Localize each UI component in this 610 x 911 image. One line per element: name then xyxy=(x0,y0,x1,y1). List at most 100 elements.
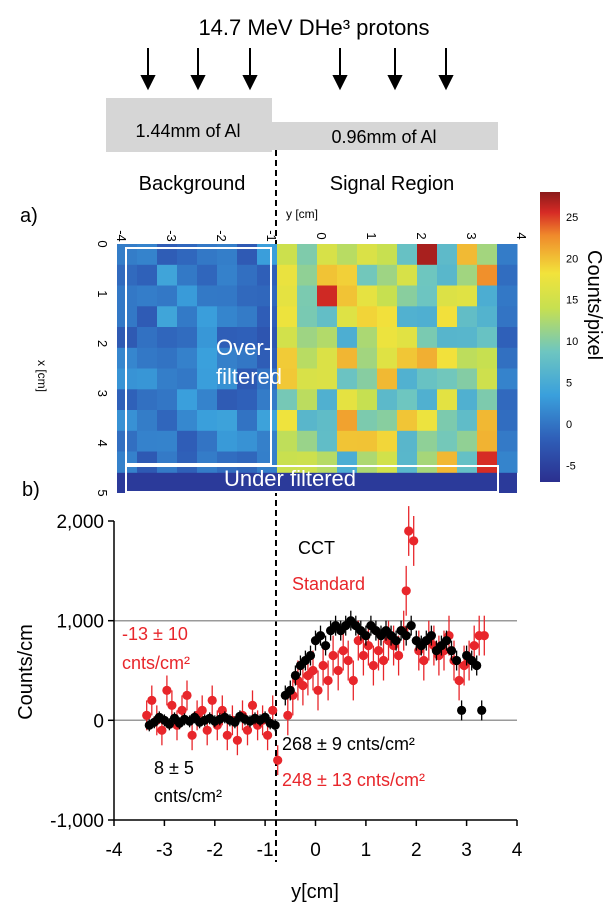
heatmap-cell xyxy=(237,327,258,349)
heatmap-cell xyxy=(377,389,398,411)
data-point xyxy=(187,730,197,740)
heatmap-cell xyxy=(417,430,438,453)
x-tick-label: 2 xyxy=(411,840,422,861)
annotation-cct-background-line1: 8 ± 5 xyxy=(154,758,194,778)
colorbar-tick-label: 5 xyxy=(566,378,572,390)
data-point xyxy=(401,586,411,596)
data-point xyxy=(426,631,436,641)
heatmap-cell xyxy=(217,451,238,473)
data-point xyxy=(378,655,389,666)
heatmap-cell xyxy=(457,389,478,411)
colorbar-tick-label: 20 xyxy=(566,253,578,265)
x-tick-label: -3 xyxy=(156,840,173,861)
heatmap-cell xyxy=(437,306,458,328)
heatmap-cell xyxy=(457,327,478,349)
y-tick-label: 1,000 xyxy=(56,612,104,633)
colorbar xyxy=(540,192,560,482)
heatmap-cell xyxy=(397,430,418,453)
heatmap-cell xyxy=(197,327,218,349)
heatmap-y-tick-label: 3 xyxy=(464,232,479,239)
heatmap-y-tick-label: -2 xyxy=(214,230,229,242)
heatmap-cell xyxy=(357,347,378,370)
heatmap-cell xyxy=(497,285,518,307)
heatmap-cell xyxy=(177,451,198,473)
colorbar-tick-label: -5 xyxy=(566,460,576,472)
heatmap-cell xyxy=(357,327,378,349)
heatmap-cell xyxy=(117,264,138,287)
x-tick-label: 0 xyxy=(310,840,321,861)
x-tick-label: 3 xyxy=(461,840,472,861)
heatmap-cell xyxy=(197,389,218,411)
heatmap-cell xyxy=(137,327,158,349)
overfiltered-box xyxy=(125,247,272,465)
heatmap-cell xyxy=(357,264,378,287)
heatmap-cell xyxy=(297,264,318,287)
filter-left-label: 1.44mm of Al xyxy=(135,121,240,141)
data-point xyxy=(157,725,167,735)
annotation-cct-background: 8 ± 5 cnts/cm² xyxy=(154,758,222,806)
data-point xyxy=(452,655,462,666)
data-point xyxy=(441,636,452,646)
heatmap-cell xyxy=(337,306,358,328)
data-point xyxy=(391,636,401,646)
heatmap-cell xyxy=(117,306,138,328)
heatmap-cell xyxy=(257,306,278,328)
heatmap-cell xyxy=(297,244,318,266)
y-tick-label: -1,000 xyxy=(50,811,104,832)
heatmap-cell xyxy=(437,285,458,307)
heatmap-cell xyxy=(317,430,338,453)
heatmap-cell xyxy=(117,347,138,370)
heatmap-cell xyxy=(257,430,278,453)
heatmap-cell xyxy=(117,368,138,390)
heatmap-x-tick-label: 4 xyxy=(95,440,110,447)
data-point xyxy=(368,660,378,671)
heatmap-cell xyxy=(237,347,258,370)
data-point xyxy=(338,646,348,656)
heatmap-cell xyxy=(497,410,518,432)
heatmap-cell xyxy=(197,368,218,390)
heatmap-cell xyxy=(137,306,158,328)
heatmap-cell xyxy=(477,306,498,328)
heatmap-cell xyxy=(197,430,218,453)
underfiltered-box xyxy=(125,465,499,493)
heatmap-cell xyxy=(457,368,478,390)
data-point xyxy=(477,705,487,716)
heatmap-cell xyxy=(357,285,378,307)
heatmap-cell xyxy=(357,244,378,266)
heatmap-cell xyxy=(477,451,498,473)
heatmap-cell xyxy=(477,285,498,307)
heatmap-cell xyxy=(397,285,418,307)
heatmap-cell xyxy=(217,347,238,370)
data-point xyxy=(263,730,273,740)
region-background-label: Background xyxy=(139,173,246,195)
heatmap-y-tick-label: -4 xyxy=(114,230,129,242)
annotation-cct-background-line2: cnts/cm² xyxy=(154,786,222,806)
heatmap-cell xyxy=(257,451,278,473)
heatmap-cell xyxy=(297,368,318,390)
heatmap-cell xyxy=(457,285,478,307)
data-point xyxy=(472,660,482,671)
colorbar-tick-label: 0 xyxy=(566,419,572,431)
heatmap-cell xyxy=(417,244,438,266)
heatmap-cell xyxy=(457,410,478,432)
heatmap-cell xyxy=(497,327,518,349)
data-point xyxy=(308,665,318,676)
heatmap-cell xyxy=(417,451,438,473)
heatmap-y-tick-label: 1 xyxy=(364,232,379,239)
heatmap-cell xyxy=(477,389,498,411)
heatmap-y-tick-label: 2 xyxy=(414,232,429,239)
heatmap-cell xyxy=(337,430,358,453)
annotation-standard-background-line2: cnts/cm² xyxy=(122,653,190,673)
heatmap-cell xyxy=(277,410,298,432)
heatmap-cell xyxy=(337,389,358,411)
data-point xyxy=(177,705,187,716)
heatmap-x-tick-label: 5 xyxy=(95,489,110,496)
data-point xyxy=(242,725,253,735)
underfiltered-label: Under filtered xyxy=(224,466,356,491)
heatmap-cell xyxy=(357,368,378,390)
data-point xyxy=(348,675,358,686)
heatmap-cell xyxy=(317,244,338,266)
heatmap-cell xyxy=(337,285,358,307)
data-point xyxy=(419,655,429,666)
data-point xyxy=(147,695,157,706)
